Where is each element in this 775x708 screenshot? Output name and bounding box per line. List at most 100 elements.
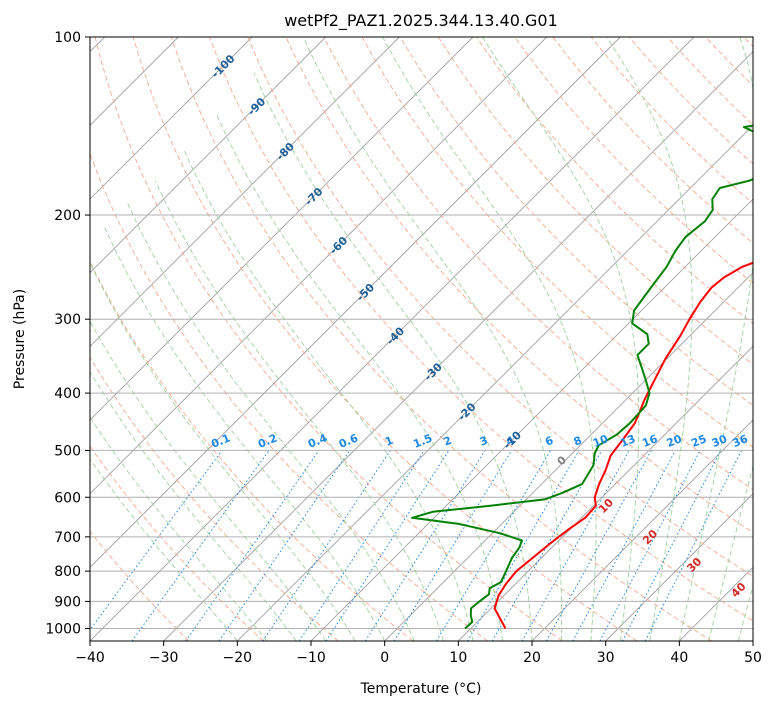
moist-adiabat-line: [382, 37, 597, 641]
mixing-ratio-line: [435, 450, 552, 641]
moist-adiabat-line: [90, 416, 268, 641]
mixing-ratio-line: [90, 450, 223, 631]
isotherm-line: [90, 37, 326, 274]
moist-adiabat-line: [253, 72, 533, 641]
mixing-ratio-label: 1: [383, 434, 395, 449]
isotherm-line: [605, 493, 753, 641]
moist-adiabat-line: [678, 37, 753, 641]
isotherm-line: [163, 51, 753, 641]
x-tick-label: 10: [449, 650, 467, 666]
y-tick-label: 700: [54, 530, 81, 546]
temperature-line: [493, 261, 753, 629]
dry-adiabat-line: [247, 37, 753, 577]
y-tick-label: 200: [54, 208, 81, 224]
isotherm-line: [90, 37, 253, 200]
mixing-ratio-label: 8: [572, 434, 584, 449]
isotherm-line: [752, 640, 753, 641]
moist-adiabat-line: [215, 113, 503, 641]
dry-adiabat-line: [90, 152, 488, 641]
x-tick-label: −40: [75, 650, 105, 666]
mixing-ratio-label: 2: [442, 434, 454, 449]
y-tick-label: 900: [54, 594, 81, 610]
moist-adiabat-line: [482, 37, 640, 641]
mixing-ratio-label: 16: [640, 432, 659, 450]
y-tick-label: 800: [54, 564, 81, 580]
x-tick-label: −20: [223, 650, 253, 666]
chart-title: wetPf2_PAZ1.2025.344.13.40.G01: [284, 11, 558, 31]
mixing-ratio-line: [572, 450, 676, 641]
dry-adiabat-line: [514, 37, 753, 284]
dry-adiabat-line: [90, 356, 339, 641]
mixing-ratio-line: [364, 450, 486, 641]
dry-adiabat-line: [399, 37, 753, 406]
dry-adiabat-line: [323, 37, 753, 491]
isotherm-line: [90, 37, 474, 421]
isotherm-line: [458, 345, 753, 641]
dry-adiabat-line: [90, 260, 414, 641]
mixing-ratio-label: 36: [731, 432, 750, 450]
dry-adiabat-line: [438, 37, 753, 365]
dry-adiabat-line: [94, 37, 563, 641]
mixing-ratio-line: [521, 450, 630, 641]
isotherm-line: [90, 37, 400, 347]
x-tick-label: −30: [149, 650, 179, 666]
mixing-ratio-label: 3: [478, 434, 490, 449]
moist-adiabat-line: [302, 37, 563, 641]
dry-adiabat-line: [170, 37, 712, 641]
moist-adiabat-line: [90, 261, 356, 641]
x-tick-label: 40: [670, 650, 688, 666]
y-tick-label: 400: [54, 386, 81, 402]
moist-adiabat-line: [90, 320, 327, 641]
data-series: [411, 124, 753, 630]
y-tick-label: 600: [54, 490, 81, 506]
x-tick-label: 30: [597, 650, 615, 666]
mixing-ratio-line: [491, 450, 603, 641]
mixing-ratio-line: [393, 450, 513, 641]
mixing-ratio-line: [545, 450, 652, 641]
mixing-ratio-label: 10: [591, 432, 610, 450]
moist-adiabat-line: [90, 458, 238, 641]
mixing-ratio-line: [467, 450, 580, 641]
mixing-ratio-line: [185, 450, 320, 641]
x-axis-title: Temperature (°C): [360, 681, 482, 697]
dry-adiabat-line: [209, 37, 753, 622]
x-tick-label: −10: [296, 650, 326, 666]
dry-adiabat-line: [90, 445, 264, 641]
moist-adiabat-line: [126, 201, 415, 641]
moist-adiabat-line: [90, 370, 297, 641]
isotherm-line: [237, 124, 753, 641]
plot-frame: [89, 36, 754, 642]
moist-adiabat-line: [104, 227, 386, 641]
background-lines: [90, 37, 753, 641]
isotherm-line: [90, 37, 547, 495]
pressure-gridlines: [90, 37, 753, 629]
dewpoint-line: [411, 124, 753, 630]
y-tick-label: 1000: [45, 621, 81, 637]
moist-adiabat-line: [737, 584, 753, 641]
x-tick-label: 0: [380, 650, 389, 666]
dry-adiabat-line: [132, 37, 638, 641]
moist-adiabat-line: [708, 464, 753, 641]
isotherm-line: [384, 272, 753, 641]
isotherm-line: [90, 37, 695, 641]
mixing-ratio-label: 13: [618, 432, 637, 450]
mixing-ratio-line: [325, 450, 450, 641]
mixing-ratio-label: 20: [665, 432, 684, 450]
x-tick-label: 50: [744, 650, 762, 666]
x-tick-label: 20: [523, 650, 541, 666]
isotherm-line: [531, 419, 753, 641]
mixing-ratio-line: [131, 450, 270, 641]
plot-background: [90, 37, 753, 641]
y-axis-title: Pressure (hPa): [12, 289, 28, 389]
mixing-ratio-label: 25: [689, 432, 708, 450]
moist-adiabat-line: [606, 37, 693, 641]
isotherm-line: [90, 37, 621, 568]
y-tick-label: 100: [54, 30, 81, 46]
moist-adiabat-line: [154, 180, 445, 641]
dry-adiabat-line: [90, 530, 190, 641]
y-tick-label: 300: [54, 312, 81, 328]
mixing-ratio-line: [218, 450, 351, 641]
mixing-ratio-label: 30: [710, 432, 729, 450]
